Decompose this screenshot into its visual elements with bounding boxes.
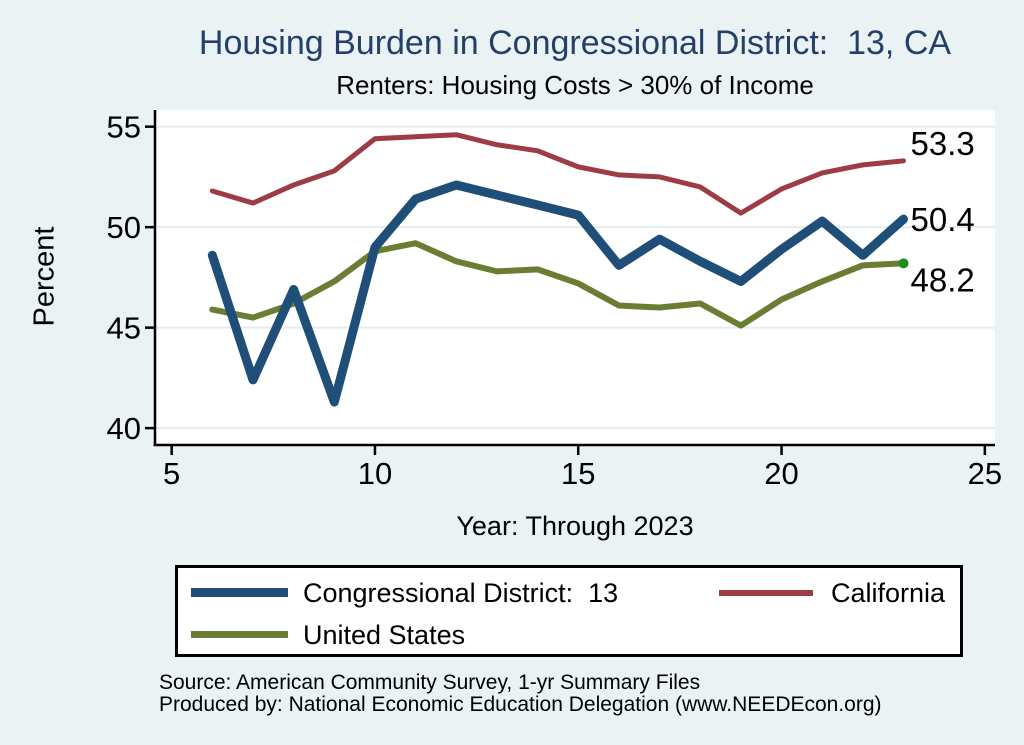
x-axis-title: Year: Through 2023 bbox=[456, 511, 694, 541]
plot-background bbox=[156, 110, 995, 445]
legend-swatch-california bbox=[719, 590, 813, 596]
x-tick-label: 20 bbox=[764, 456, 798, 491]
legend-swatch-us bbox=[191, 631, 288, 638]
footer-source: Source: American Community Survey, 1-yr … bbox=[159, 671, 701, 694]
y-tick-label: 55 bbox=[107, 110, 141, 145]
y-axis-title: Percent bbox=[28, 226, 61, 327]
x-tick-label: 5 bbox=[163, 456, 180, 491]
series-line-cd13 bbox=[207, 180, 909, 407]
y-tick-label: 40 bbox=[107, 411, 141, 446]
legend-label-cd13: Congressional District: 13 bbox=[303, 578, 619, 608]
y-tick-label: 50 bbox=[107, 210, 141, 245]
chart-title: Housing Burden in Congressional District… bbox=[198, 24, 952, 62]
legend-box: Congressional District: 13 California Un… bbox=[175, 565, 963, 657]
legend-label-california: California bbox=[831, 578, 946, 608]
footer-produced-by: Produced by: National Economic Education… bbox=[159, 693, 882, 716]
series-line-california bbox=[209, 132, 907, 216]
series-line-us bbox=[209, 240, 907, 329]
x-tick-label: 15 bbox=[561, 456, 595, 491]
end-value-label-cd13: 50.4 bbox=[911, 201, 975, 238]
series-end-marker-us bbox=[898, 258, 909, 269]
end-value-label-us: 48.2 bbox=[911, 261, 975, 298]
y-tick-label: 45 bbox=[107, 311, 141, 346]
x-tick-label: 10 bbox=[358, 456, 392, 491]
end-value-label-california: 53.3 bbox=[911, 125, 975, 162]
legend-label-us: United States bbox=[303, 620, 466, 650]
chart-subtitle: Renters: Housing Costs > 30% of Income bbox=[336, 70, 814, 100]
legend-swatch-cd13 bbox=[191, 588, 288, 597]
x-tick-label: 25 bbox=[968, 456, 1002, 491]
